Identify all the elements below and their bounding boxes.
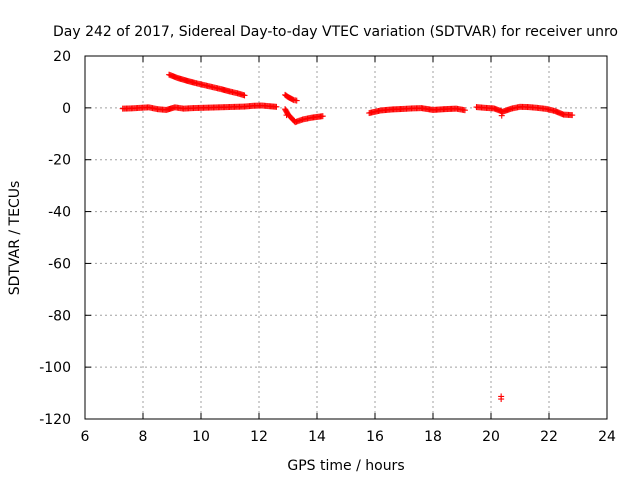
x-tick-label: 14 <box>308 429 326 445</box>
x-tick-label: 24 <box>598 429 616 445</box>
data-points <box>119 71 576 403</box>
plot-frame <box>84 55 608 420</box>
x-tick-label: 16 <box>366 429 384 445</box>
y-tick-label: -20 <box>48 153 71 169</box>
y-tick-label: -100 <box>39 360 71 376</box>
chart-title: Day 242 of 2017, Sidereal Day-to-day VTE… <box>53 24 618 40</box>
data-point <box>569 112 576 119</box>
y-tick-label: 0 <box>62 101 71 117</box>
x-tick-label: 18 <box>424 429 442 445</box>
x-tick-label: 10 <box>192 429 210 445</box>
x-tick-label: 22 <box>540 429 558 445</box>
data-point <box>319 113 326 120</box>
data-point <box>461 107 468 114</box>
y-axis-label: SDTVAR / TECUs <box>7 181 23 296</box>
data-point <box>241 92 248 99</box>
y-tick-label: -60 <box>48 256 71 272</box>
axis-ticks: 6 8 10 12 14 16 18 20 22 24 -120 -100 -80 -60 -40 -20 0 2… <box>39 49 616 445</box>
data-point <box>283 112 290 119</box>
data-point <box>498 112 505 119</box>
x-tick-label: 20 <box>482 429 500 445</box>
y-tick-label: -40 <box>48 205 71 221</box>
y-tick-label: 20 <box>53 49 71 65</box>
data-point <box>293 97 300 104</box>
y-tick-label: -120 <box>39 412 71 428</box>
x-axis-label: GPS time / hours <box>287 458 404 474</box>
x-tick-label: 12 <box>250 429 268 445</box>
y-tick-label: -80 <box>48 308 71 324</box>
x-tick-label: 8 <box>139 429 148 445</box>
data-point <box>498 396 505 403</box>
data-point <box>273 103 280 110</box>
x-tick-label: 6 <box>81 429 90 445</box>
